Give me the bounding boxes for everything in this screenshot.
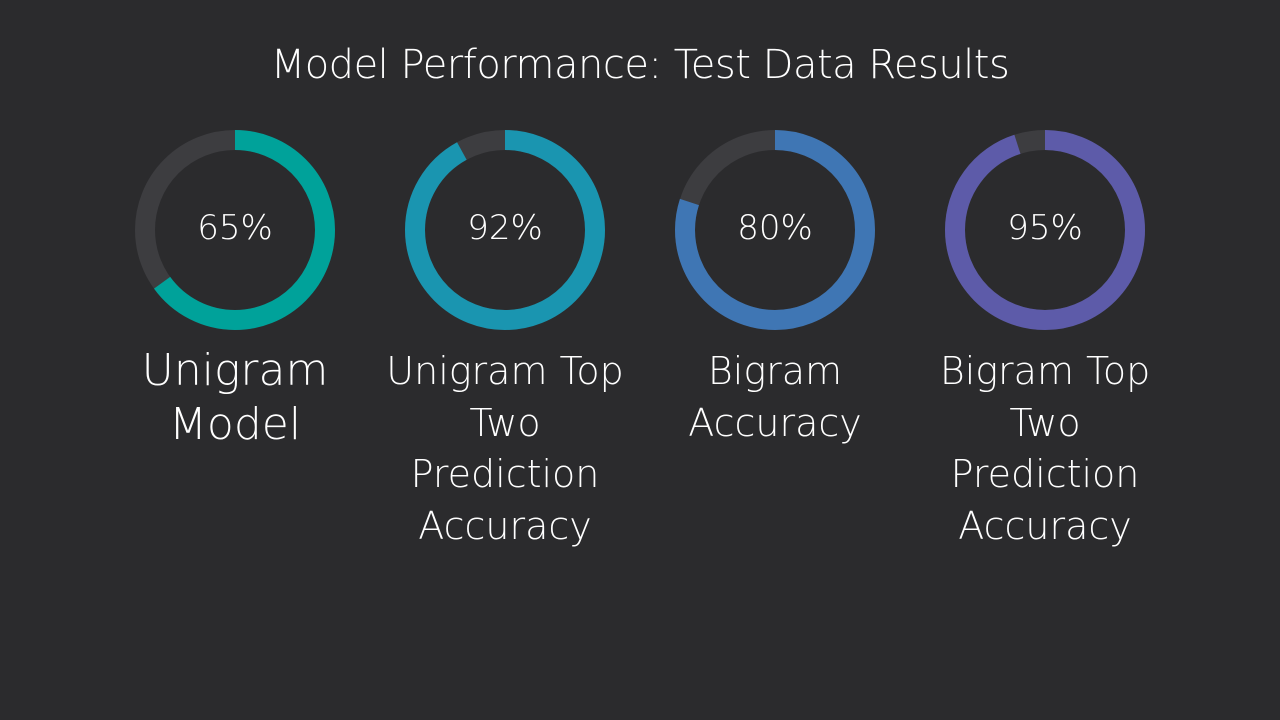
label-line: Prediction xyxy=(410,452,600,497)
donut-value-arc xyxy=(945,130,1145,330)
metric-label: Unigram Top Two Prediction Accuracy xyxy=(375,346,635,553)
donut-value-label: 65% xyxy=(197,208,273,248)
donut-ring: 92% xyxy=(403,128,607,332)
metric-label: Unigram Model xyxy=(105,344,365,451)
donut-value-arc xyxy=(405,130,605,330)
donut-value-label: 92% xyxy=(467,208,543,248)
label-line: Accuracy xyxy=(418,504,592,549)
metric-bigram-top-two: 95% Bigram Top Two Prediction Accuracy xyxy=(915,128,1175,553)
metric-unigram-top-two: 92% Unigram Top Two Prediction Accuracy xyxy=(375,128,635,553)
donut-value-label: 95% xyxy=(1007,208,1083,248)
donut-value-arc xyxy=(675,130,875,330)
label-line: Unigram Top xyxy=(386,349,624,393)
donut-value-arc xyxy=(135,130,335,330)
metric-label: Bigram Accuracy xyxy=(645,346,905,449)
donut-svg xyxy=(945,130,1145,330)
donut-value-label: 80% xyxy=(737,208,813,248)
metric-unigram-model: 65% Unigram Model xyxy=(105,128,365,451)
label-line: Unigram xyxy=(141,345,329,396)
donut-svg xyxy=(135,130,335,330)
metric-bigram-accuracy: 80% Bigram Accuracy xyxy=(645,128,905,449)
label-line: Bigram xyxy=(707,349,843,393)
metric-label: Bigram Top Two Prediction Accuracy xyxy=(915,346,1175,553)
label-line: Prediction xyxy=(950,452,1140,497)
label-line: Bigram Top xyxy=(939,349,1151,393)
label-line: Two xyxy=(469,400,541,445)
donut-ring: 65% xyxy=(133,128,337,332)
label-line: Accuracy xyxy=(958,504,1132,549)
label-line: Accuracy xyxy=(688,400,862,445)
chart-title: Model Performance: Test Data Results xyxy=(270,42,1010,88)
donut-ring: 80% xyxy=(673,128,877,332)
label-line: Two xyxy=(1009,400,1081,445)
donut-svg xyxy=(405,130,605,330)
donut-ring: 95% xyxy=(943,128,1147,332)
donut-svg xyxy=(675,130,875,330)
label-line: Model xyxy=(168,398,302,450)
